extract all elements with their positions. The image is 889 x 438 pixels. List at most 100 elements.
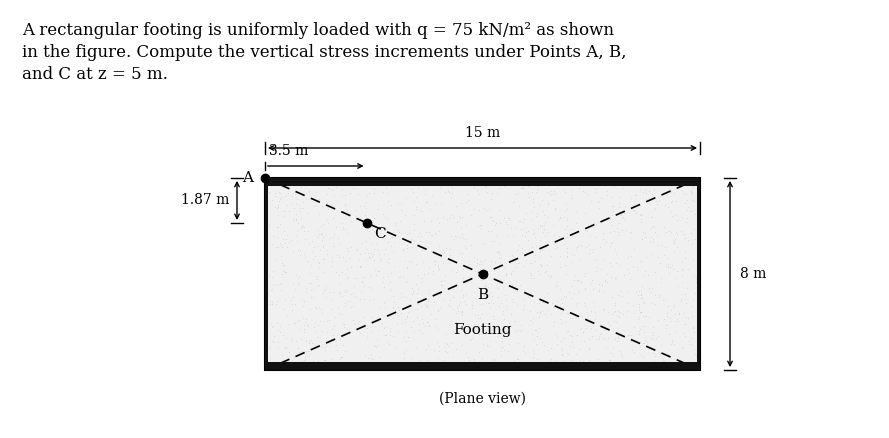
Point [337, 180, 351, 187]
Point [271, 243, 285, 250]
Point [659, 228, 673, 235]
Point [353, 264, 367, 271]
Point [332, 271, 347, 278]
Point [675, 259, 689, 266]
Point [310, 357, 324, 364]
Point [555, 295, 569, 302]
Point [554, 319, 568, 326]
Point [512, 203, 526, 210]
Point [475, 354, 489, 361]
Point [444, 280, 458, 287]
Point [646, 349, 661, 356]
Point [529, 189, 543, 196]
Point [301, 339, 316, 346]
Point [409, 345, 423, 352]
Point [632, 258, 646, 265]
Point [538, 311, 552, 318]
Point [384, 285, 398, 292]
Point [464, 212, 478, 219]
Point [493, 219, 508, 226]
Point [525, 259, 540, 266]
Point [315, 203, 329, 210]
Point [357, 274, 372, 281]
Point [614, 215, 629, 222]
Point [284, 192, 299, 199]
Point [573, 185, 587, 192]
Point [277, 192, 292, 199]
Point [500, 302, 514, 309]
Point [462, 356, 477, 363]
Point [266, 322, 280, 329]
Point [661, 364, 675, 371]
Point [560, 311, 574, 318]
Point [578, 302, 592, 309]
Point [469, 263, 483, 270]
Point [558, 271, 573, 278]
Point [437, 272, 452, 279]
Point [657, 316, 671, 323]
Point [467, 364, 481, 371]
Point [429, 361, 444, 368]
Point [526, 346, 541, 353]
Point [506, 267, 520, 274]
Point [333, 290, 348, 297]
Point [675, 213, 689, 220]
Point [447, 236, 461, 243]
Point [295, 191, 309, 198]
Point [633, 211, 647, 218]
Point [427, 360, 441, 367]
Point [400, 242, 414, 249]
Point [523, 269, 537, 276]
Point [584, 307, 598, 314]
Point [569, 302, 583, 309]
Point [636, 188, 650, 195]
Point [390, 304, 404, 311]
Point [504, 251, 518, 258]
Point [578, 209, 592, 216]
Point [565, 332, 580, 339]
Point [596, 235, 610, 242]
Point [517, 301, 531, 308]
Point [410, 314, 424, 321]
Point [311, 258, 325, 265]
Point [310, 283, 324, 290]
Point [663, 263, 677, 270]
Point [354, 288, 368, 295]
Point [648, 300, 662, 307]
Point [413, 357, 428, 364]
Point [346, 303, 360, 310]
Point [340, 288, 355, 295]
Point [589, 264, 604, 271]
Point [274, 194, 288, 201]
Point [467, 183, 481, 190]
Point [578, 178, 592, 185]
Point [372, 251, 386, 258]
Point [358, 212, 372, 219]
Point [588, 327, 602, 334]
Point [525, 248, 540, 255]
Point [352, 318, 366, 325]
Point [517, 182, 531, 189]
Point [619, 226, 633, 233]
Point [493, 206, 507, 213]
Point [337, 320, 351, 327]
Point [639, 254, 653, 261]
Point [592, 333, 606, 340]
Point [634, 218, 648, 225]
Point [275, 259, 289, 266]
Point [265, 301, 279, 308]
Point [664, 208, 678, 215]
Point [687, 329, 701, 336]
Point [588, 309, 602, 316]
Point [282, 208, 296, 215]
Point [303, 337, 317, 344]
Point [536, 298, 550, 305]
Point [537, 293, 551, 300]
Point [648, 229, 662, 236]
Point [636, 312, 650, 319]
Point [469, 260, 484, 267]
Point [338, 200, 352, 207]
Point [318, 232, 332, 239]
Point [677, 235, 692, 242]
Point [340, 325, 354, 332]
